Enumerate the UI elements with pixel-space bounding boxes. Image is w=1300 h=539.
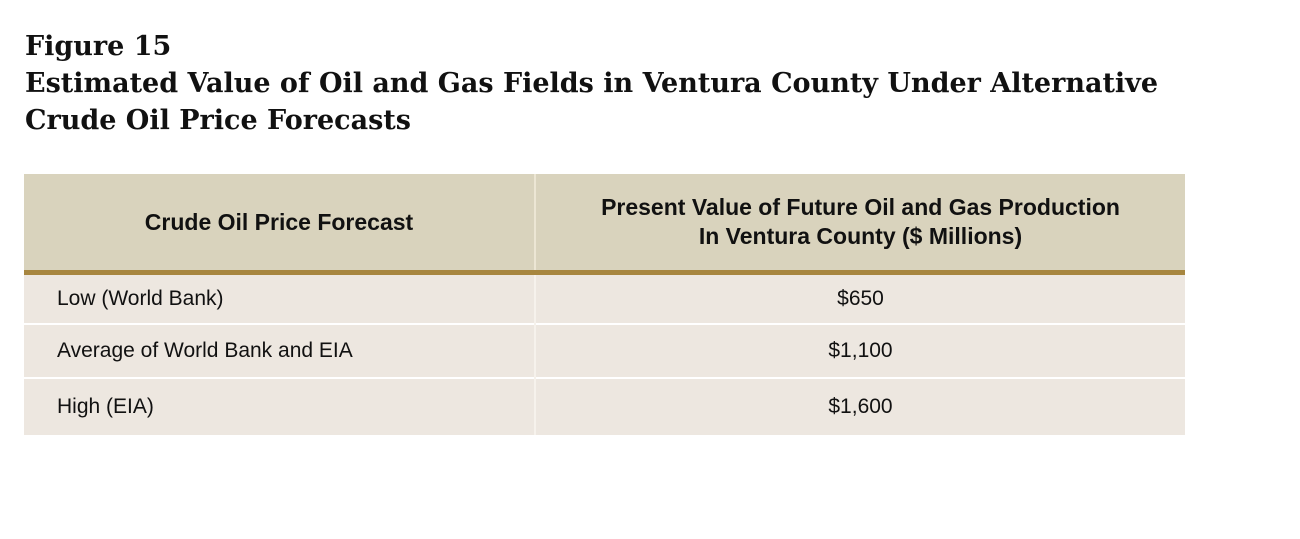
table-row: High (EIA) $1,600	[24, 377, 1185, 435]
column-header-present-value: Present Value of Future Oil and Gas Prod…	[534, 174, 1185, 275]
figure-title: Figure 15 Estimated Value of Oil and Gas…	[25, 28, 1158, 139]
value-cell: $1,600	[534, 377, 1185, 435]
value-cell: $650	[534, 272, 1185, 324]
figure-title-line-1: Estimated Value of Oil and Gas Fields in…	[25, 68, 1159, 99]
forecast-cell: Average of World Bank and EIA	[24, 323, 535, 378]
forecast-cell: High (EIA)	[24, 377, 535, 435]
column-header-forecast: Crude Oil Price Forecast	[24, 174, 535, 275]
column-header-present-value-line-2: In Ventura County ($ Millions)	[698, 223, 1023, 249]
forecast-table: Crude Oil Price Forecast Present Value o…	[24, 174, 1185, 435]
figure-title-line-2: Crude Oil Price Forecasts	[25, 105, 411, 136]
table-row: Low (World Bank) $650	[24, 272, 1185, 324]
forecast-cell: Low (World Bank)	[24, 272, 535, 324]
figure-number: Figure 15	[25, 31, 172, 62]
value-cell: $1,100	[534, 323, 1185, 378]
table-header-row: Crude Oil Price Forecast Present Value o…	[24, 174, 1185, 275]
table-row: Average of World Bank and EIA $1,100	[24, 323, 1185, 378]
column-header-present-value-line-1: Present Value of Future Oil and Gas Prod…	[601, 194, 1120, 220]
